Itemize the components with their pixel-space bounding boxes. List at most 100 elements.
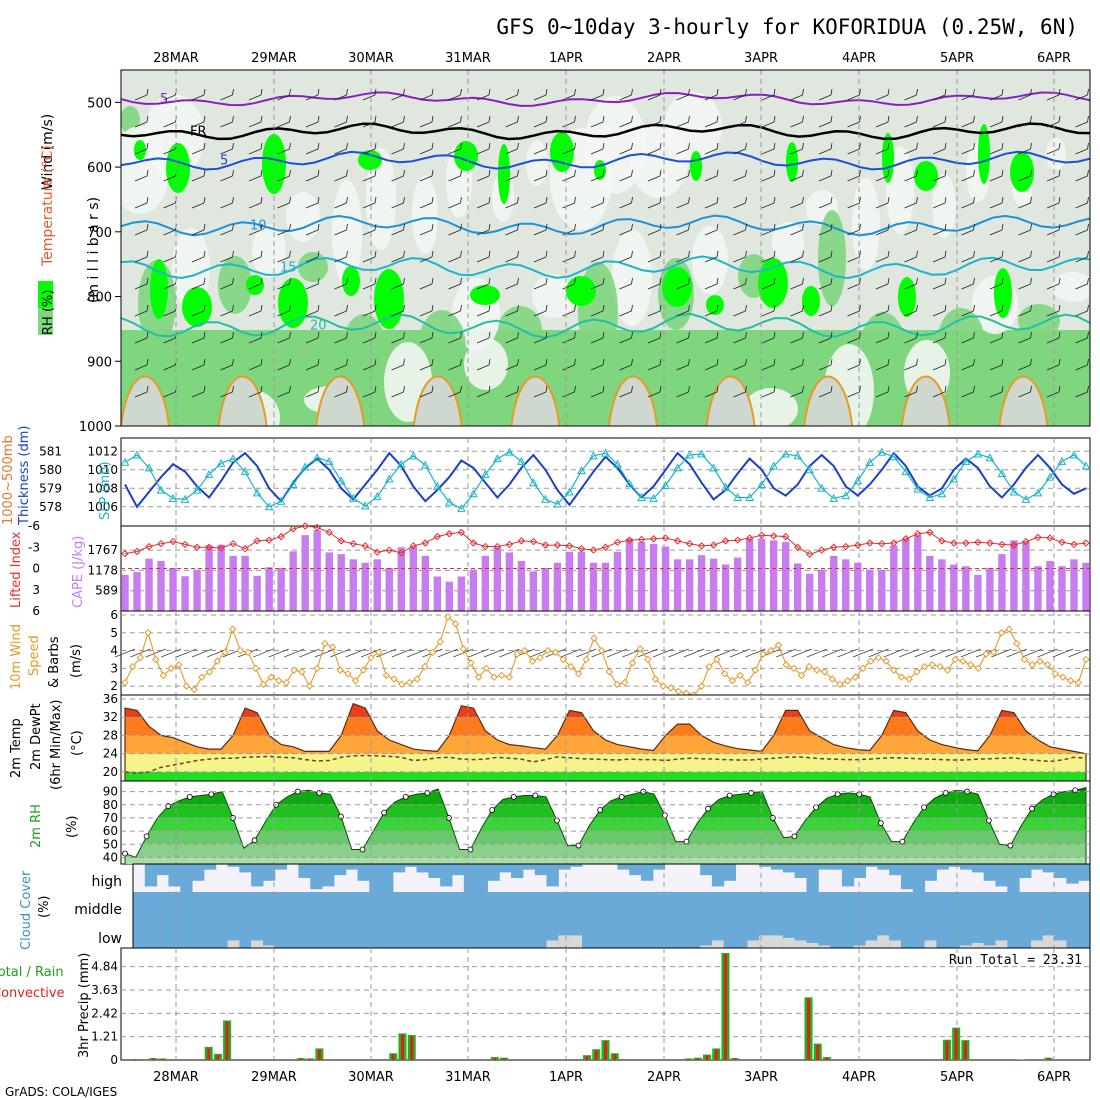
- wind-barb-flag: [460, 277, 462, 285]
- slp-point: [853, 476, 863, 485]
- wind-barb: [1046, 229, 1060, 236]
- wind10m-label-3: & Barbs: [47, 636, 62, 688]
- wind-barb: [761, 202, 775, 209]
- wind-barb-flag: [488, 196, 491, 204]
- wind-barb: [391, 256, 404, 263]
- wind-barb-flag: [460, 304, 462, 312]
- li-point: [133, 547, 141, 556]
- wind-barb-flag: [659, 88, 662, 96]
- wind-barb: [1075, 364, 1088, 371]
- cloud-high-bar: [463, 864, 477, 892]
- rh-saturated-cell: [134, 140, 146, 160]
- wind-barb-flag: [631, 169, 633, 177]
- li-point: [625, 536, 634, 544]
- wind-barb-flag: [659, 250, 662, 258]
- wind-barb-flag: [1001, 88, 1004, 96]
- temp-band: [125, 753, 1086, 772]
- wind-speed-point: [228, 625, 237, 633]
- wind-barb: [476, 175, 490, 182]
- footer-credit: GrADS: COLA/IGES: [5, 1085, 117, 1099]
- wind-barb: [676, 391, 689, 398]
- cloud-low-base: [156, 892, 169, 948]
- rh-tick-label: 40: [103, 850, 118, 864]
- li-point: [181, 540, 189, 549]
- wind-barb: [163, 148, 176, 155]
- rh-point: [834, 791, 841, 798]
- wind-barb-flag: [887, 277, 890, 285]
- cape-bar: [601, 562, 610, 611]
- wind-barb: [961, 256, 974, 263]
- wind-barb-flag: [830, 223, 833, 231]
- wind-barb-flag: [317, 115, 320, 123]
- wind-barb-flag: [859, 331, 861, 339]
- cape-bar: [325, 552, 333, 611]
- wind10m-barb: [253, 648, 274, 658]
- cape-bar: [974, 574, 982, 611]
- cloud-low-base: [936, 892, 949, 948]
- cape-bar: [253, 575, 261, 611]
- wind10m-barb: [683, 648, 705, 658]
- wind-barb: [847, 121, 860, 128]
- cloud-low-base: [558, 892, 571, 948]
- date-label-top: 31MAR: [445, 51, 491, 66]
- cape-bar: [541, 567, 550, 611]
- wind-barb-flag: [203, 277, 206, 285]
- wind-barb-flag: [887, 250, 890, 258]
- isotherm-label: 15: [280, 260, 297, 275]
- date-label-bottom: 1APR: [549, 1070, 583, 1085]
- cloud-high-bar: [428, 864, 441, 878]
- cape-bar: [289, 551, 297, 611]
- cloud-low-base: [511, 892, 524, 948]
- wind-barb-flag: [346, 358, 348, 366]
- cloud-low-base: [227, 892, 240, 948]
- wind-barb: [704, 121, 718, 128]
- wind-barb: [476, 148, 490, 155]
- wind-barb: [533, 229, 547, 236]
- wind-speed-point: [628, 659, 637, 667]
- wind-barb: [704, 337, 718, 344]
- wind-barb-flag: [659, 277, 662, 285]
- wind-barb: [562, 256, 575, 263]
- wind-barb-flag: [517, 142, 519, 150]
- wind-barb-flag: [203, 385, 206, 393]
- slp-tick-label: 1006: [87, 500, 118, 514]
- wind-barb: [676, 364, 689, 371]
- wind-barb-flag: [317, 169, 320, 177]
- precip-axis-label: 3hr Precip (mm): [77, 953, 92, 1058]
- wind-barb: [875, 229, 889, 236]
- rh-contour-fill: [1046, 138, 1066, 170]
- cloud-low-base: [392, 892, 406, 948]
- wind-barb-flag: [346, 277, 348, 285]
- wind-barb: [505, 121, 518, 128]
- wind-barb: [904, 121, 917, 128]
- cloud-high-bar: [865, 864, 878, 867]
- cloud-low-base: [180, 892, 193, 948]
- wind-barb-flag: [659, 223, 662, 231]
- wind-barb-flag: [517, 196, 519, 204]
- wind-barb: [220, 121, 233, 128]
- wind-barb: [647, 229, 661, 236]
- wind-barb-flag: [403, 169, 405, 177]
- wind-barb: [904, 391, 917, 398]
- wind10m-barb: [868, 648, 889, 658]
- rh-saturated-cell: [358, 150, 382, 170]
- li-point: [121, 549, 129, 558]
- slp-point: [216, 458, 226, 467]
- slp-point: [408, 451, 418, 460]
- cape-bar: [1022, 542, 1030, 611]
- slp-point: [637, 492, 646, 501]
- wind-speed-point: [213, 657, 221, 665]
- wind-barb-flag: [887, 142, 890, 150]
- wind-barb: [961, 202, 974, 209]
- li-point: [661, 534, 670, 542]
- wind-barb-flag: [574, 142, 576, 150]
- wind-barb-flag: [232, 142, 234, 150]
- wind-barb-flag: [488, 223, 491, 231]
- rh-saturated-cell: [802, 286, 820, 316]
- wind-barb-flag: [289, 304, 291, 312]
- wind-barb: [790, 121, 803, 128]
- wind-barb-flag: [431, 169, 434, 177]
- wind-barb-flag: [887, 385, 890, 393]
- wind-barb: [533, 202, 547, 209]
- cloud-high-bar: [369, 864, 382, 892]
